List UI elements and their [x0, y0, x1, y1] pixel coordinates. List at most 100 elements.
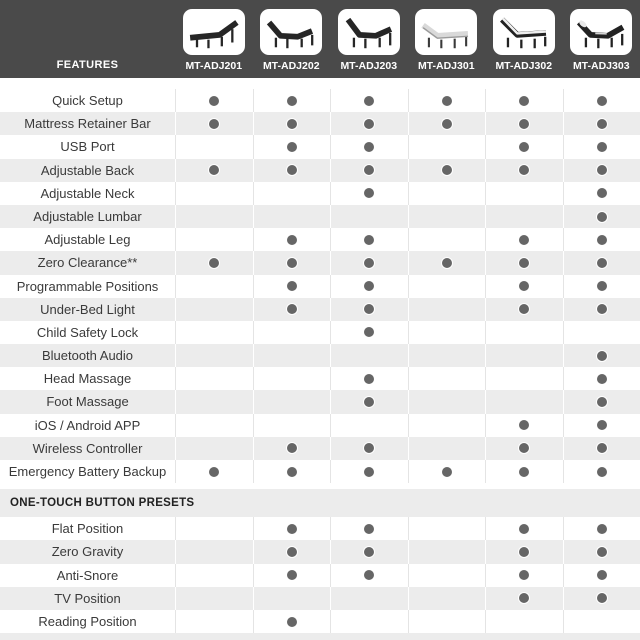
product-thumbnail-mt-adj303	[570, 9, 633, 55]
feature-cell-mt-adj203	[330, 89, 408, 113]
feature-cell-mt-adj201	[175, 344, 253, 368]
feature-cell-mt-adj203	[330, 204, 408, 229]
feature-label: Under-Bed Light	[40, 301, 135, 317]
header-table-spacer	[0, 78, 640, 89]
included-dot-icon	[285, 615, 298, 628]
feature-label: Adjustable Lumbar	[33, 208, 142, 224]
feature-cell-mt-adj202	[252, 204, 331, 229]
feature-cell-mt-adj203	[330, 517, 408, 541]
feature-row: USB Port	[0, 135, 640, 159]
included-dot-icon	[595, 256, 608, 269]
feature-cell-mt-adj301	[407, 135, 486, 159]
feature-cell-mt-adj203	[330, 390, 408, 414]
feature-cell-mt-adj201	[175, 609, 253, 634]
included-dot-icon	[285, 94, 298, 107]
feature-label: iOS / Android APP	[34, 417, 141, 433]
feature-cell-mt-adj302	[485, 586, 563, 610]
model-label: MT-ADJ301	[417, 60, 475, 72]
feature-cell-mt-adj203	[330, 563, 408, 587]
model-label: MT-ADJ201	[185, 60, 243, 72]
included-dot-icon	[518, 233, 531, 246]
included-dot-icon	[595, 592, 608, 605]
included-dot-icon	[440, 117, 453, 130]
feature-cell-mt-adj202	[252, 320, 331, 345]
model-label: MT-ADJ202	[262, 60, 320, 72]
feature-cell-mt-adj301	[407, 609, 486, 634]
included-dot-icon	[285, 233, 298, 246]
feature-cell-mt-adj301	[407, 320, 486, 345]
included-dot-icon	[285, 280, 298, 293]
feature-row: Anti-Snore	[0, 563, 640, 587]
included-dot-icon	[363, 372, 376, 385]
feature-cell-mt-adj201	[175, 320, 253, 345]
feature-row: Programmable Positions	[0, 274, 640, 298]
included-dot-icon	[285, 303, 298, 316]
feature-label: Foot Massage	[46, 394, 129, 410]
bottom-strip	[0, 633, 640, 640]
included-dot-icon	[363, 442, 376, 455]
product-column-mt-adj203: MT-ADJ203	[330, 0, 408, 78]
feature-row: Mattress Retainer Bar	[0, 112, 640, 136]
included-dot-icon	[518, 303, 531, 316]
feature-cell-mt-adj203	[330, 251, 408, 275]
included-dot-icon	[595, 442, 608, 455]
feature-cell-mt-adj203	[330, 274, 408, 298]
model-label: MT-ADJ203	[340, 60, 398, 72]
included-dot-icon	[285, 140, 298, 153]
feature-cell-mt-adj302	[485, 320, 563, 345]
feature-cell-mt-adj201	[175, 274, 253, 298]
feature-cell-mt-adj302	[485, 274, 563, 298]
included-dot-icon	[440, 164, 453, 177]
included-dot-icon	[363, 164, 376, 177]
included-dot-icon	[595, 94, 608, 107]
included-dot-icon	[518, 140, 531, 153]
feature-cell-mt-adj302	[485, 436, 563, 460]
feature-cell-mt-adj303	[562, 609, 640, 634]
included-dot-icon	[518, 164, 531, 177]
feature-cell-mt-adj202	[252, 460, 331, 484]
included-dot-icon	[440, 256, 453, 269]
feature-cell-mt-adj202	[252, 228, 331, 252]
product-column-mt-adj303: MT-ADJ303	[563, 0, 640, 78]
included-dot-icon	[518, 569, 531, 582]
feature-cell-mt-adj203	[330, 228, 408, 252]
included-dot-icon	[208, 256, 221, 269]
feature-cell-mt-adj302	[485, 413, 563, 437]
feature-row: Zero Gravity	[0, 540, 640, 564]
feature-cell-mt-adj201	[175, 517, 253, 541]
feature-cell-mt-adj201	[175, 204, 253, 229]
feature-table: Quick Setup Mattress Retainer Bar USB Port…	[0, 78, 640, 640]
included-dot-icon	[518, 94, 531, 107]
feature-row: Flat Position	[0, 517, 640, 541]
feature-cell-mt-adj302	[485, 251, 563, 275]
feature-cell-mt-adj202	[252, 586, 331, 610]
feature-row: Zero Clearance**	[0, 251, 640, 275]
included-dot-icon	[363, 117, 376, 130]
product-thumbnail-mt-adj201	[182, 9, 245, 55]
feature-cell-mt-adj201	[175, 460, 253, 484]
included-dot-icon	[208, 164, 221, 177]
feature-cell-mt-adj302	[485, 204, 563, 229]
feature-cell-mt-adj201	[175, 413, 253, 437]
feature-cell-mt-adj203	[330, 320, 408, 345]
feature-cell-mt-adj203	[330, 540, 408, 564]
feature-cell-mt-adj203	[330, 460, 408, 484]
feature-cell-mt-adj202	[252, 112, 331, 136]
bed-icon-head-foot-raised-dark	[267, 20, 314, 49]
feature-cell-mt-adj201	[175, 390, 253, 414]
product-column-mt-adj301: MT-ADJ301	[408, 0, 486, 78]
feature-label: Zero Gravity	[51, 544, 124, 560]
feature-row: TV Position	[0, 586, 640, 610]
feature-cell-mt-adj203	[330, 112, 408, 136]
included-dot-icon	[518, 280, 531, 293]
feature-cell-mt-adj302	[485, 135, 563, 159]
feature-row: Wireless Controller	[0, 436, 640, 460]
feature-cell-mt-adj203	[330, 609, 408, 634]
feature-label: Zero Clearance**	[37, 255, 138, 271]
feature-cell-mt-adj301	[407, 181, 486, 205]
included-dot-icon	[363, 280, 376, 293]
included-dot-icon	[595, 233, 608, 246]
feature-cell-mt-adj202	[252, 89, 331, 113]
bed-icon-head-foot-raised-dark	[345, 17, 392, 49]
